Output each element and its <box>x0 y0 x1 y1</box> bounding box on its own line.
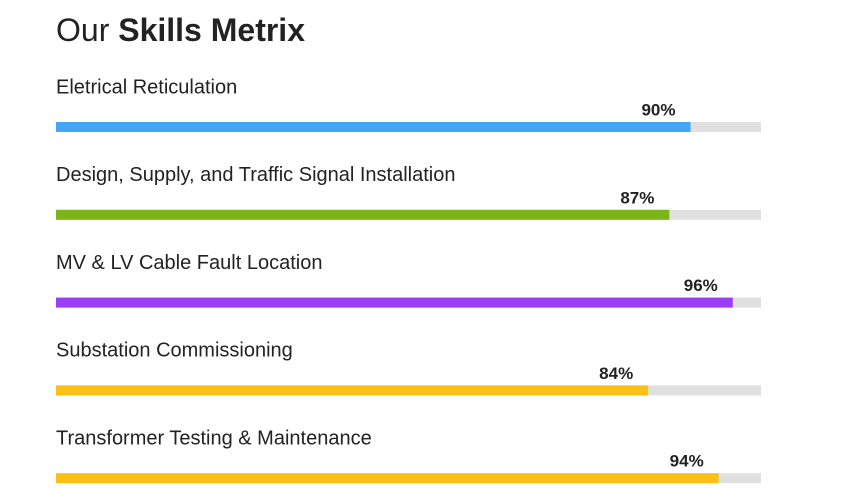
skill-label: Design, Supply, and Traffic Signal Insta… <box>56 164 456 186</box>
value-label: 84% <box>599 364 633 383</box>
skill-label: Substation Commissioning <box>56 340 293 362</box>
value-label: 94% <box>670 452 704 471</box>
title-plain: Our <box>56 12 110 48</box>
skill-label: MV & LV Cable Fault Location <box>56 252 322 274</box>
bar <box>56 297 733 308</box>
chart-title: Our Skills Metrix <box>56 12 305 48</box>
value-label: 90% <box>641 100 675 119</box>
value-label: 87% <box>620 188 654 207</box>
bar <box>56 385 649 396</box>
bar <box>56 473 719 484</box>
title-bold: Skills Metrix <box>118 12 305 48</box>
bar <box>56 209 670 220</box>
bar <box>56 122 691 132</box>
skill-label: Eletrical Reticulation <box>56 76 237 98</box>
skill-label: Transformer Testing & Maintenance <box>56 427 372 449</box>
value-label: 96% <box>684 276 718 295</box>
